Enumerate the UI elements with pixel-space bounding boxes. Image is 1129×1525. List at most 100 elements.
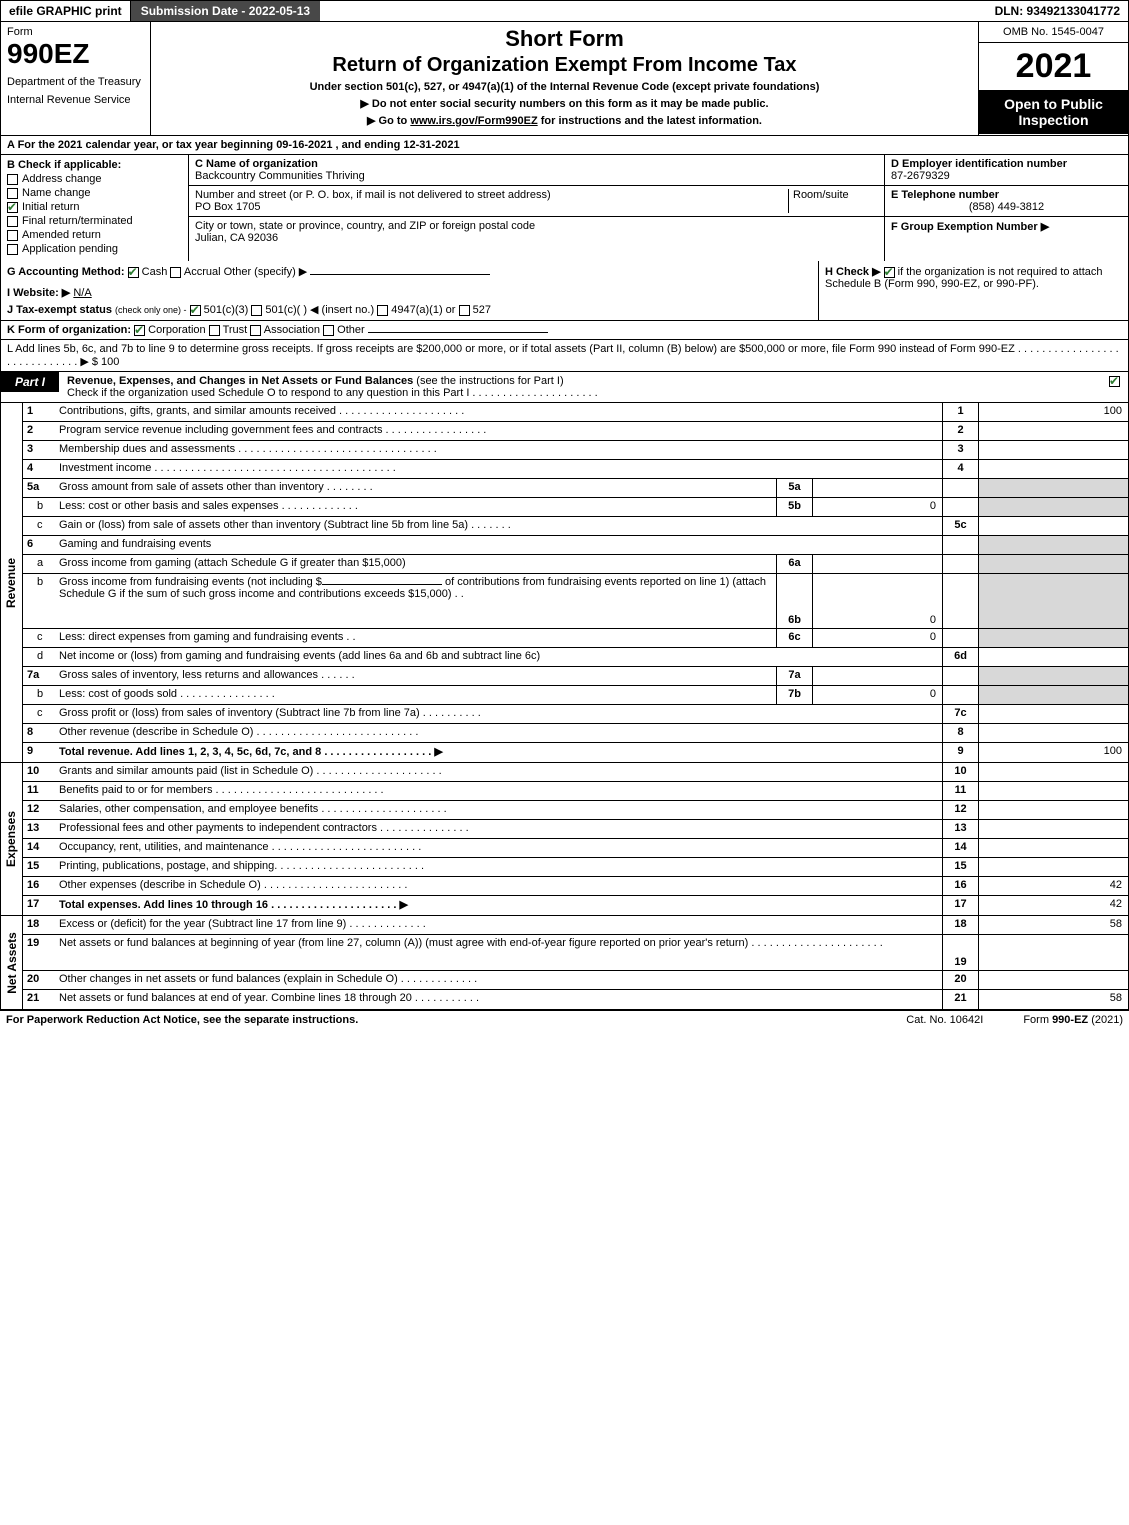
chk-address-change-label: Address change [22,173,102,185]
section-b-label: B Check if applicable: [7,159,182,171]
opt-501c3-label: 501(c)(3) [204,304,249,316]
chk-501c3[interactable] [190,305,201,316]
chk-final-return[interactable]: Final return/terminated [7,215,182,227]
efile-print-button[interactable]: efile GRAPHIC print [1,1,131,21]
line-6a: aGross income from gaming (attach Schedu… [23,555,1128,574]
omb-number: OMB No. 1545-0047 [979,22,1128,43]
chk-corporation[interactable] [134,325,145,336]
other-org-input[interactable] [368,332,548,333]
city-value: Julian, CA 92036 [195,232,278,244]
open-to-public: Open to Public Inspection [979,90,1128,134]
street-value: PO Box 1705 [195,201,260,213]
group-exemption-label: F Group Exemption Number ▶ [891,221,1049,233]
ein-label: D Employer identification number [891,158,1067,170]
goto-suffix: for instructions and the latest informat… [538,115,762,127]
chk-cash[interactable] [128,267,139,278]
cash-label: Cash [142,266,168,278]
h-prefix: H Check ▶ [825,266,884,278]
part-1-header: Part I Revenue, Expenses, and Changes in… [0,372,1129,403]
corporation-label: Corporation [148,324,205,336]
form-footer-pre: Form [1023,1014,1052,1026]
chk-trust[interactable] [209,325,220,336]
chk-final-return-label: Final return/terminated [22,215,133,227]
trust-label: Trust [223,324,248,336]
part-1-checkbox[interactable] [1101,372,1128,390]
chk-527[interactable] [459,305,470,316]
irs-link[interactable]: www.irs.gov/Form990EZ [410,115,537,127]
other-org-label: Other [337,324,365,336]
section-g-h: G Accounting Method: Cash Accrual Other … [0,261,1129,321]
part-1-note: (see the instructions for Part I) [416,375,563,387]
opt-4947-label: 4947(a)(1) or [391,304,455,316]
paperwork-notice: For Paperwork Reduction Act Notice, see … [6,1014,866,1026]
line-17: 17Total expenses. Add lines 10 through 1… [23,896,1128,915]
line-6c: cLess: direct expenses from gaming and f… [23,629,1128,648]
dept-irs: Internal Revenue Service [7,94,144,106]
room-label: Room/suite [793,189,849,201]
chk-amended-return[interactable]: Amended return [7,229,182,241]
expenses-section: Expenses 10Grants and similar amounts pa… [0,763,1129,916]
street-label: Number and street (or P. O. box, if mail… [195,189,551,201]
line-3: 3Membership dues and assessments . . . .… [23,441,1128,460]
line-5c: cGain or (loss) from sale of assets othe… [23,517,1128,536]
part-1-badge: Part I [1,372,59,392]
opt-501c-label: 501(c)( ) ◀ (insert no.) [265,304,374,316]
line-8: 8Other revenue (describe in Schedule O) … [23,724,1128,743]
website-label: I Website: ▶ [7,287,70,299]
submission-date-badge: Submission Date - 2022-05-13 [131,1,320,21]
part-1-sub: Check if the organization used Schedule … [67,387,598,399]
form-footer-label: Form 990-EZ (2021) [1023,1014,1123,1026]
line-6b-pre: Gross income from fundraising events (no… [59,576,322,588]
chk-address-change[interactable]: Address change [7,173,182,185]
chk-accrual[interactable] [170,267,181,278]
street-cell: Number and street (or P. O. box, if mail… [189,186,884,217]
line-10: 10Grants and similar amounts paid (list … [23,763,1128,782]
line-2: 2Program service revenue including gover… [23,422,1128,441]
revenue-sidelabel: Revenue [1,403,23,762]
association-label: Association [264,324,320,336]
chk-501c[interactable] [251,305,262,316]
subtitle-link-line: ▶ Go to www.irs.gov/Form990EZ for instru… [159,114,970,127]
page-footer: For Paperwork Reduction Act Notice, see … [0,1010,1129,1029]
org-name-label: C Name of organization [195,158,318,170]
expenses-sidelabel: Expenses [1,763,23,915]
line-1: 1Contributions, gifts, grants, and simil… [23,403,1128,422]
group-exemption-cell: F Group Exemption Number ▶ [885,217,1128,236]
section-k: K Form of organization: Corporation Trus… [0,321,1129,340]
chk-association[interactable] [250,325,261,336]
chk-initial-return[interactable]: Initial return [7,201,182,213]
form-label: Form [7,26,144,38]
line-14: 14Occupancy, rent, utilities, and mainte… [23,839,1128,858]
section-b: B Check if applicable: Address change Na… [1,155,189,261]
chk-4947[interactable] [377,305,388,316]
subtitle-section: Under section 501(c), 527, or 4947(a)(1)… [159,81,970,93]
section-d-e-f: D Employer identification number 87-2679… [884,155,1128,261]
section-h: H Check ▶ if the organization is not req… [818,261,1128,320]
other-specify-input[interactable] [310,274,490,275]
form-header: Form 990EZ Department of the Treasury In… [0,22,1129,136]
accrual-label: Accrual [184,266,221,278]
form-footer-bold: 990-EZ [1052,1014,1088,1026]
line-11: 11Benefits paid to or for members . . . … [23,782,1128,801]
accounting-method-label: G Accounting Method: [7,266,125,278]
line-6b-amount-input[interactable] [322,584,442,585]
line-13: 13Professional fees and other payments t… [23,820,1128,839]
chk-name-change[interactable]: Name change [7,187,182,199]
line-16: 16Other expenses (describe in Schedule O… [23,877,1128,896]
line-12: 12Salaries, other compensation, and empl… [23,801,1128,820]
line-21: 21Net assets or fund balances at end of … [23,990,1128,1009]
form-number: 990EZ [7,38,144,70]
line-6b: bGross income from fundraising events (n… [23,574,1128,629]
phone-cell: E Telephone number (858) 449-3812 [885,186,1128,217]
line-7b: bLess: cost of goods sold . . . . . . . … [23,686,1128,705]
chk-schedule-b-not-required[interactable] [884,267,895,278]
part-1-title-text: Revenue, Expenses, and Changes in Net As… [67,375,413,387]
line-15: 15Printing, publications, postage, and s… [23,858,1128,877]
header-right: OMB No. 1545-0047 2021 Open to Public In… [978,22,1128,135]
chk-other-org[interactable] [323,325,334,336]
form-org-label: K Form of organization: [7,324,131,336]
dln-label: DLN: 93492133041772 [987,1,1128,21]
chk-application-pending[interactable]: Application pending [7,243,182,255]
net-assets-sidelabel: Net Assets [1,916,23,1009]
line-5a: 5aGross amount from sale of assets other… [23,479,1128,498]
